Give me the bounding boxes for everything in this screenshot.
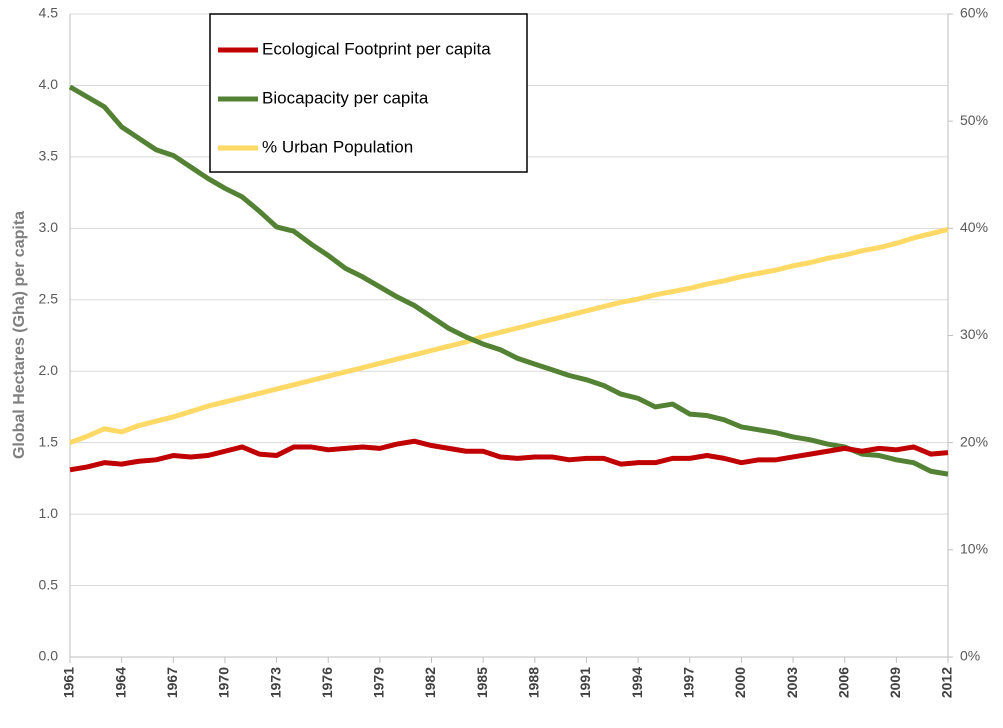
x-tick-label: 1997 (680, 667, 696, 698)
x-tick-label: 1988 (526, 667, 542, 698)
y2-tick-label: 60% (960, 5, 988, 21)
y-tick-label: 4.5 (39, 5, 59, 21)
series-line (68, 84, 949, 477)
y2-tick-label: 0% (960, 648, 980, 664)
x-tick-label: 1967 (164, 667, 180, 698)
y-tick-label: 1.5 (39, 433, 59, 449)
y-tick-label: 4.0 (39, 76, 59, 92)
x-tick-label: 1961 (61, 667, 77, 698)
x-tick-label: 1973 (267, 667, 283, 698)
x-tick-label: 1979 (371, 667, 387, 698)
x-tick-label: 2000 (732, 667, 748, 698)
x-tick-label: 1985 (474, 667, 490, 698)
y-tick-label: 3.5 (39, 148, 59, 164)
y-tick-label: 3.0 (39, 219, 59, 235)
y2-tick-label: 20% (960, 433, 988, 449)
y-tick-label: 2.5 (39, 290, 59, 306)
y-tick-label: 2.0 (39, 362, 59, 378)
y-tick-label: 1.0 (39, 505, 59, 521)
y-axis-label: Global Hectares (Gha) per capita (11, 211, 28, 459)
x-tick-label: 2012 (939, 667, 955, 698)
x-tick-label: 1964 (112, 667, 128, 698)
legend-label: Biocapacity per capita (262, 88, 429, 107)
y-tick-label: 0.0 (39, 648, 59, 664)
x-tick-label: 2006 (835, 667, 851, 698)
y2-tick-label: 50% (960, 112, 988, 128)
x-tick-label: 1991 (577, 667, 593, 698)
x-tick-label: 1970 (216, 667, 232, 698)
x-tick-label: 1994 (629, 667, 645, 698)
legend-label: Ecological Footprint per capita (262, 39, 491, 58)
legend-box (209, 13, 528, 173)
y-tick-label: 0.5 (39, 576, 59, 592)
series-line (69, 226, 949, 446)
y2-tick-label: 40% (960, 219, 988, 235)
x-tick-label: 2009 (887, 667, 903, 698)
x-tick-label: 1976 (319, 667, 335, 698)
y2-tick-label: 10% (960, 541, 988, 557)
x-tick-label: 2003 (784, 667, 800, 698)
x-tick-label: 1982 (422, 667, 438, 698)
legend-label: % Urban Population (262, 137, 413, 156)
series-line (69, 438, 949, 473)
y2-tick-label: 30% (960, 326, 988, 342)
